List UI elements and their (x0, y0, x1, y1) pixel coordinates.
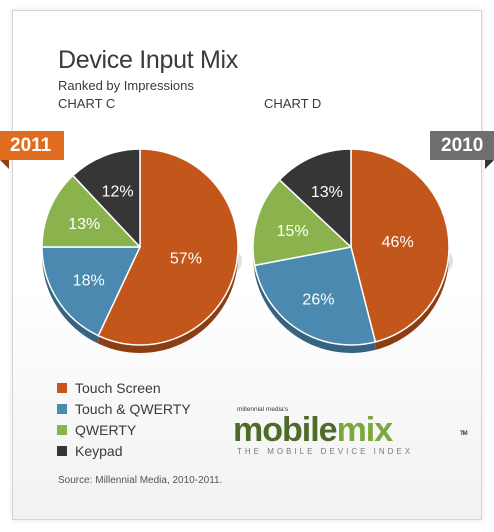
pie-chart-d: 46% 26% 15% 13% (252, 148, 453, 353)
legend: Touch Screen Touch & QWERTY QWERTY Keypa… (57, 377, 191, 461)
pie-rim (252, 148, 450, 346)
chart-d-label: CHART D (264, 96, 322, 111)
logo-word-mobile: mobile (233, 411, 338, 449)
legend-item-touch-qwerty: Touch & QWERTY (57, 398, 191, 419)
pie-slice-side (98, 247, 239, 353)
mobilemix-logo: millennial media's mobilemix TM THE MOBI… (233, 406, 473, 456)
chart-c-label: CHART C (58, 96, 116, 111)
data-label: 13% (311, 184, 343, 201)
logo-tagline: THE MOBILE DEVICE INDEX (237, 447, 414, 456)
legend-swatch (57, 445, 67, 456)
data-label: 15% (277, 223, 309, 240)
legend-item-keypad: Keypad (57, 440, 191, 461)
year-tab-2010: 2010 (430, 131, 494, 160)
legend-swatch (57, 403, 67, 414)
legend-item-qwerty: QWERTY (57, 419, 191, 440)
pie-slice-keypad (278, 148, 352, 248)
pie-slice-qwerty (252, 179, 352, 267)
tab-fold-left (0, 160, 9, 169)
tab-fold-right (485, 160, 494, 169)
chart-subtitle: Ranked by Impressions (58, 78, 194, 93)
logo-trademark: TM (460, 431, 468, 437)
logo-word-mix: mix (336, 411, 394, 449)
pie-slice-qwerty (41, 174, 141, 248)
legend-label: Keypad (75, 442, 123, 459)
data-label: 26% (302, 291, 334, 308)
pie-slice-side (42, 247, 99, 344)
pie-slice-touch-qwerty (253, 246, 377, 346)
data-label: 12% (102, 184, 134, 201)
source-note: Source: Millennial Media, 2010-2011. (58, 475, 223, 486)
data-label: 57% (170, 250, 202, 267)
chart-title: Device Input Mix (58, 46, 238, 74)
pie-slice-touch-screen (97, 148, 239, 346)
pie-slice-touch-screen (350, 148, 450, 343)
data-label: 46% (382, 234, 414, 251)
data-label: 18% (73, 273, 105, 290)
legend-label: QWERTY (75, 421, 137, 438)
legend-swatch (57, 424, 67, 435)
pie-slice-side (375, 247, 449, 350)
legend-label: Touch Screen (75, 379, 161, 396)
data-label: 13% (68, 216, 100, 233)
year-tab-2011: 2011 (0, 131, 64, 160)
logo-wordmark: mobilemix TM (233, 413, 473, 447)
legend-item-touch-screen: Touch Screen (57, 377, 191, 398)
pie-slice-touch-qwerty (41, 246, 141, 337)
legend-swatch (57, 382, 67, 393)
pie-rim (41, 148, 239, 346)
pie-slice-keypad (72, 148, 141, 248)
pie-chart-c: 57% 18% 13%12% (41, 148, 242, 353)
logo-small-text: millennial media's (237, 406, 289, 413)
legend-label: Touch & QWERTY (75, 400, 191, 417)
